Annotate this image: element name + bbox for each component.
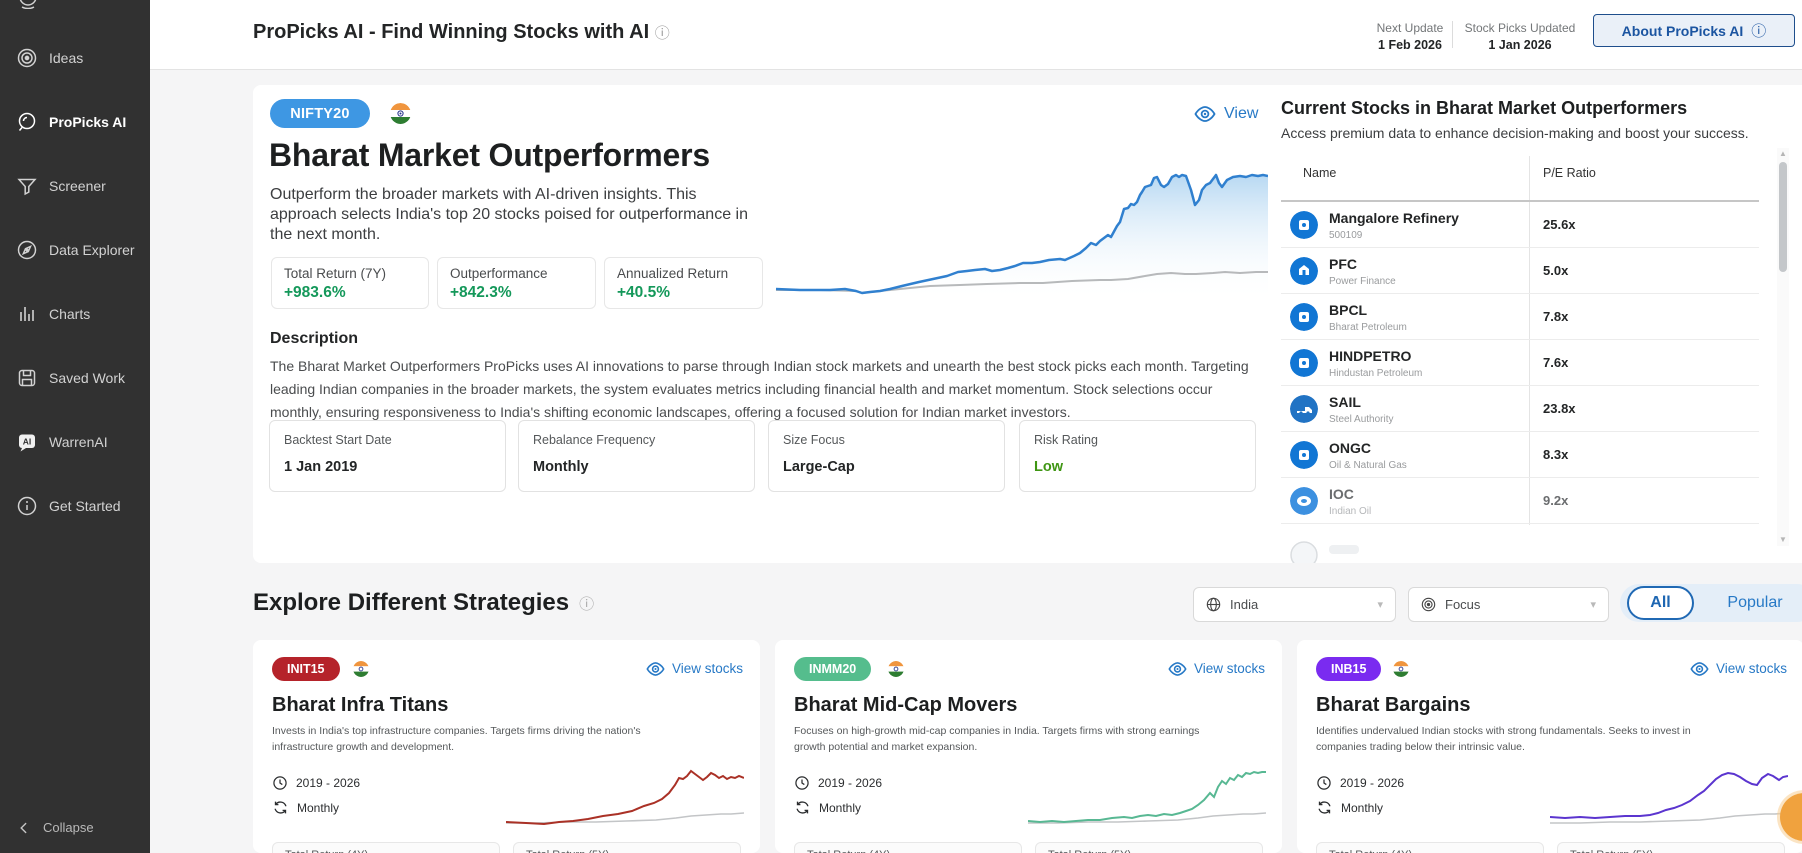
svg-text:AI: AI: [23, 437, 32, 447]
